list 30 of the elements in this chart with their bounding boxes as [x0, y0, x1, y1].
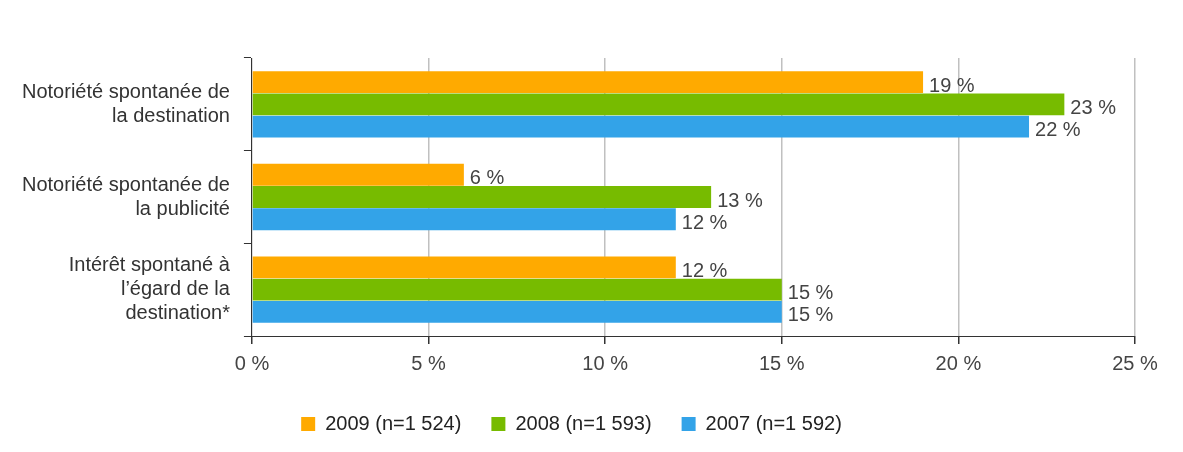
x-tick-label: 5 % — [411, 351, 446, 374]
bar — [252, 163, 464, 186]
legend-label: 2007 (n=1 592) — [705, 411, 842, 434]
bar — [252, 256, 676, 279]
x-tick-label: 15 % — [758, 351, 805, 374]
data-label: 12 % — [681, 258, 728, 281]
y-tick-label: Notoriété spontanée de la destination — [21, 79, 230, 126]
bar — [252, 301, 782, 323]
x-tick-label: 25 % — [1112, 351, 1159, 374]
data-label: 22 % — [1035, 118, 1081, 141]
data-label: 23 % — [1070, 95, 1117, 118]
bar — [252, 278, 782, 301]
legend-label: 2009 (n=1 524) — [325, 411, 462, 434]
data-label: 15 % — [787, 281, 834, 304]
bar — [252, 71, 924, 93]
bar — [252, 93, 1065, 116]
x-tick-label: 20 % — [935, 351, 982, 374]
data-label: 12 % — [681, 210, 728, 233]
bar — [252, 208, 676, 231]
data-label: 15 % — [787, 303, 834, 326]
x-tick-label: 10 % — [582, 351, 629, 374]
y-tick-label: Notoriété spontanée de la publicité — [21, 172, 230, 219]
data-label: 13 % — [717, 188, 763, 211]
legend-label: 2008 (n=1 593) — [515, 411, 652, 434]
data-label: 19 % — [929, 73, 975, 96]
y-tick-label: Intérêt spontané à l’égard de la destination* — [68, 253, 231, 324]
bar — [252, 115, 1030, 138]
data-label: 6 % — [469, 166, 505, 189]
x-tick-label: 0 % — [234, 351, 270, 374]
bar — [252, 186, 712, 208]
